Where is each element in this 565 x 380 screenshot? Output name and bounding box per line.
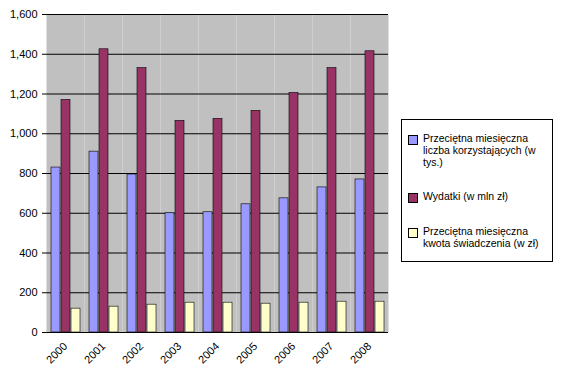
svg-text:2002: 2002 [120, 340, 146, 366]
svg-text:2000: 2000 [44, 340, 70, 366]
svg-text:1,600: 1,600 [10, 8, 38, 20]
svg-text:2001: 2001 [82, 340, 108, 366]
svg-text:1,400: 1,400 [10, 48, 38, 60]
svg-text:1,200: 1,200 [10, 88, 38, 100]
html-text:Wydatki (w mln zł): Wydatki (w mln zł) [423, 189, 509, 202]
svg-text:0: 0 [31, 326, 37, 338]
html-text:Przeciętna miesięczna liczba k: Przeciętna miesięczna liczba korzystając… [423, 131, 536, 168]
svg-text:2003: 2003 [158, 340, 184, 366]
svg-text:200: 200 [19, 286, 37, 298]
svg-text:2004: 2004 [196, 340, 222, 366]
svg-text:2007: 2007 [310, 340, 336, 366]
svg-text:2008: 2008 [348, 340, 374, 366]
svg-text:400: 400 [19, 247, 37, 259]
svg-text:2006: 2006 [272, 340, 298, 366]
svg-text:1,000: 1,000 [10, 127, 38, 139]
svg-text:800: 800 [19, 167, 37, 179]
html-text:Przeciętna miesięczna kwota św: Przeciętna miesięczna kwota świadczenia … [423, 224, 539, 249]
svg-text:600: 600 [19, 207, 37, 219]
svg-text:2005: 2005 [234, 340, 260, 366]
